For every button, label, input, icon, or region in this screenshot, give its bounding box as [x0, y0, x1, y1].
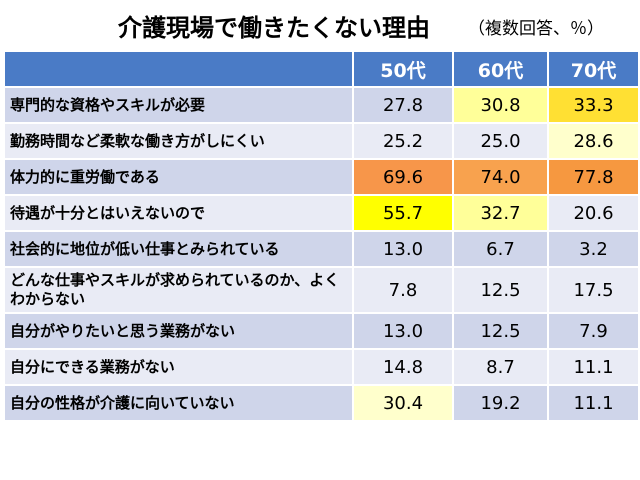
- row: 待遇が十分とはいえないので 55.7 32.7 20.6: [3, 194, 640, 232]
- row: 自分にできる業務がない 14.8 8.7 11.1: [3, 348, 640, 386]
- cell: 25.0: [452, 122, 549, 160]
- row-label: 待遇が十分とはいえないので: [3, 194, 354, 232]
- cell: 3.2: [547, 230, 640, 268]
- cell: 69.6: [352, 158, 454, 196]
- cell: 7.8: [352, 266, 454, 314]
- cell: 11.1: [547, 348, 640, 386]
- cell: 12.5: [452, 312, 549, 350]
- cell: 17.5: [547, 266, 640, 314]
- cell: 19.2: [452, 384, 549, 422]
- row: 体力的に重労働である 69.6 74.0 77.8: [3, 158, 640, 196]
- column-header: 60代: [452, 50, 549, 88]
- table: 50代 60代 70代 専門的な資格やスキルが必要 27.8 30.8 33.3 勤務時間な…: [3, 50, 640, 422]
- cell: 55.7: [352, 194, 454, 232]
- cell: 13.0: [352, 312, 454, 350]
- cell: 30.8: [452, 86, 549, 124]
- header-blank: [3, 50, 354, 88]
- row: 自分がやりたいと思う業務がない 13.0 12.5 7.9: [3, 312, 640, 350]
- row-label: 自分にできる業務がない: [3, 348, 354, 386]
- row-label: 自分の性格が介護に向いていない: [3, 384, 354, 422]
- cell: 30.4: [352, 384, 454, 422]
- cell: 20.6: [547, 194, 640, 232]
- cell: 74.0: [452, 158, 549, 196]
- cell: 77.8: [547, 158, 640, 196]
- cell: 33.3: [547, 86, 640, 124]
- cell: 14.8: [352, 348, 454, 386]
- row-label: どんな仕事やスキルが求められているのか、よくわからない: [3, 266, 354, 314]
- row: 社会的に地位が低い仕事とみられている 13.0 6.7 3.2: [3, 230, 640, 268]
- row-label: 社会的に地位が低い仕事とみられている: [3, 230, 354, 268]
- cell: 25.2: [352, 122, 454, 160]
- cell: 11.1: [547, 384, 640, 422]
- cell: 28.6: [547, 122, 640, 160]
- cell: 12.5: [452, 266, 549, 314]
- cell: 8.7: [452, 348, 549, 386]
- row: どんな仕事やスキルが求められているのか、よくわからない 7.8 12.5 17.5: [3, 266, 640, 314]
- column-header: 50代: [352, 50, 454, 88]
- row-label: 自分がやりたいと思う業務がない: [3, 312, 354, 350]
- row: 自分の性格が介護に向いていない 30.4 19.2 11.1: [3, 384, 640, 422]
- subtitle: （複数回答、％）: [468, 19, 604, 39]
- cell: 13.0: [352, 230, 454, 268]
- cell: 27.8: [352, 86, 454, 124]
- row-label: 勤務時間など柔軟な働き方がしにくい: [3, 122, 354, 160]
- row-label: 体力的に重労働である: [3, 158, 354, 196]
- cell: 6.7: [452, 230, 549, 268]
- title: 介護現場で働きたくない理由: [118, 14, 430, 42]
- table-body: 専門的な資格やスキルが必要 27.8 30.8 33.3 勤務時間など柔軟な働き方がしに…: [3, 86, 640, 422]
- cell: 32.7: [452, 194, 549, 232]
- column-header: 70代: [547, 50, 640, 88]
- row-label: 専門的な資格やスキルが必要: [3, 86, 354, 124]
- header-row: 50代 60代 70代: [3, 50, 640, 88]
- row: 勤務時間など柔軟な働き方がしにくい 25.2 25.0 28.6: [3, 122, 640, 160]
- cell: 7.9: [547, 312, 640, 350]
- row: 専門的な資格やスキルが必要 27.8 30.8 33.3: [3, 86, 640, 124]
